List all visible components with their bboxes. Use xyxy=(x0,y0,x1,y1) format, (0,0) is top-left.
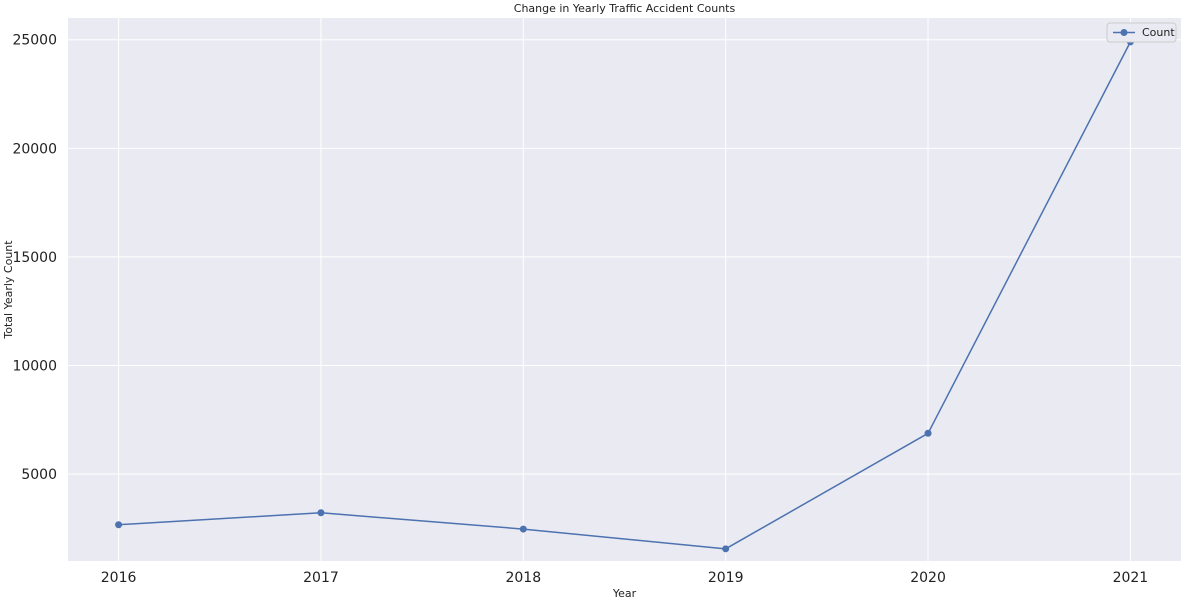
series-group xyxy=(115,38,1134,553)
x-tick-label: 2017 xyxy=(303,570,339,586)
y-tick-label: 10000 xyxy=(12,359,57,375)
series-line xyxy=(118,41,1132,550)
legend-marker xyxy=(1120,29,1128,36)
y-tick-label: 25000 xyxy=(12,33,57,49)
x-tick-label: 2016 xyxy=(101,570,137,586)
data-point xyxy=(317,509,325,517)
y-tick-label: 5000 xyxy=(21,467,57,483)
y-tick-label: 15000 xyxy=(12,250,57,266)
chart-title: Change in Yearly Traffic Accident Counts xyxy=(514,2,736,15)
legend-box xyxy=(1106,22,1177,43)
data-point xyxy=(519,525,527,533)
tick-labels: 2016 2017 2018 2019 2020 2021 5000 10000 15000 20… xyxy=(12,33,1148,586)
data-point xyxy=(924,429,932,437)
grid-lines xyxy=(68,18,1181,561)
data-point xyxy=(722,545,730,553)
y-axis-label: Total Yearly Count xyxy=(2,240,15,340)
plot-area xyxy=(68,18,1181,561)
x-tick-label: 2020 xyxy=(910,570,946,586)
data-point xyxy=(115,521,123,529)
x-tick-label: 2018 xyxy=(505,570,541,586)
x-tick-label: 2019 xyxy=(708,570,744,586)
y-tick-label: 20000 xyxy=(12,141,57,157)
x-tick-label: 2021 xyxy=(1113,570,1149,586)
legend-label: Count xyxy=(1142,26,1175,39)
x-axis-label: Year xyxy=(612,587,637,600)
legend: Count xyxy=(1106,22,1177,43)
